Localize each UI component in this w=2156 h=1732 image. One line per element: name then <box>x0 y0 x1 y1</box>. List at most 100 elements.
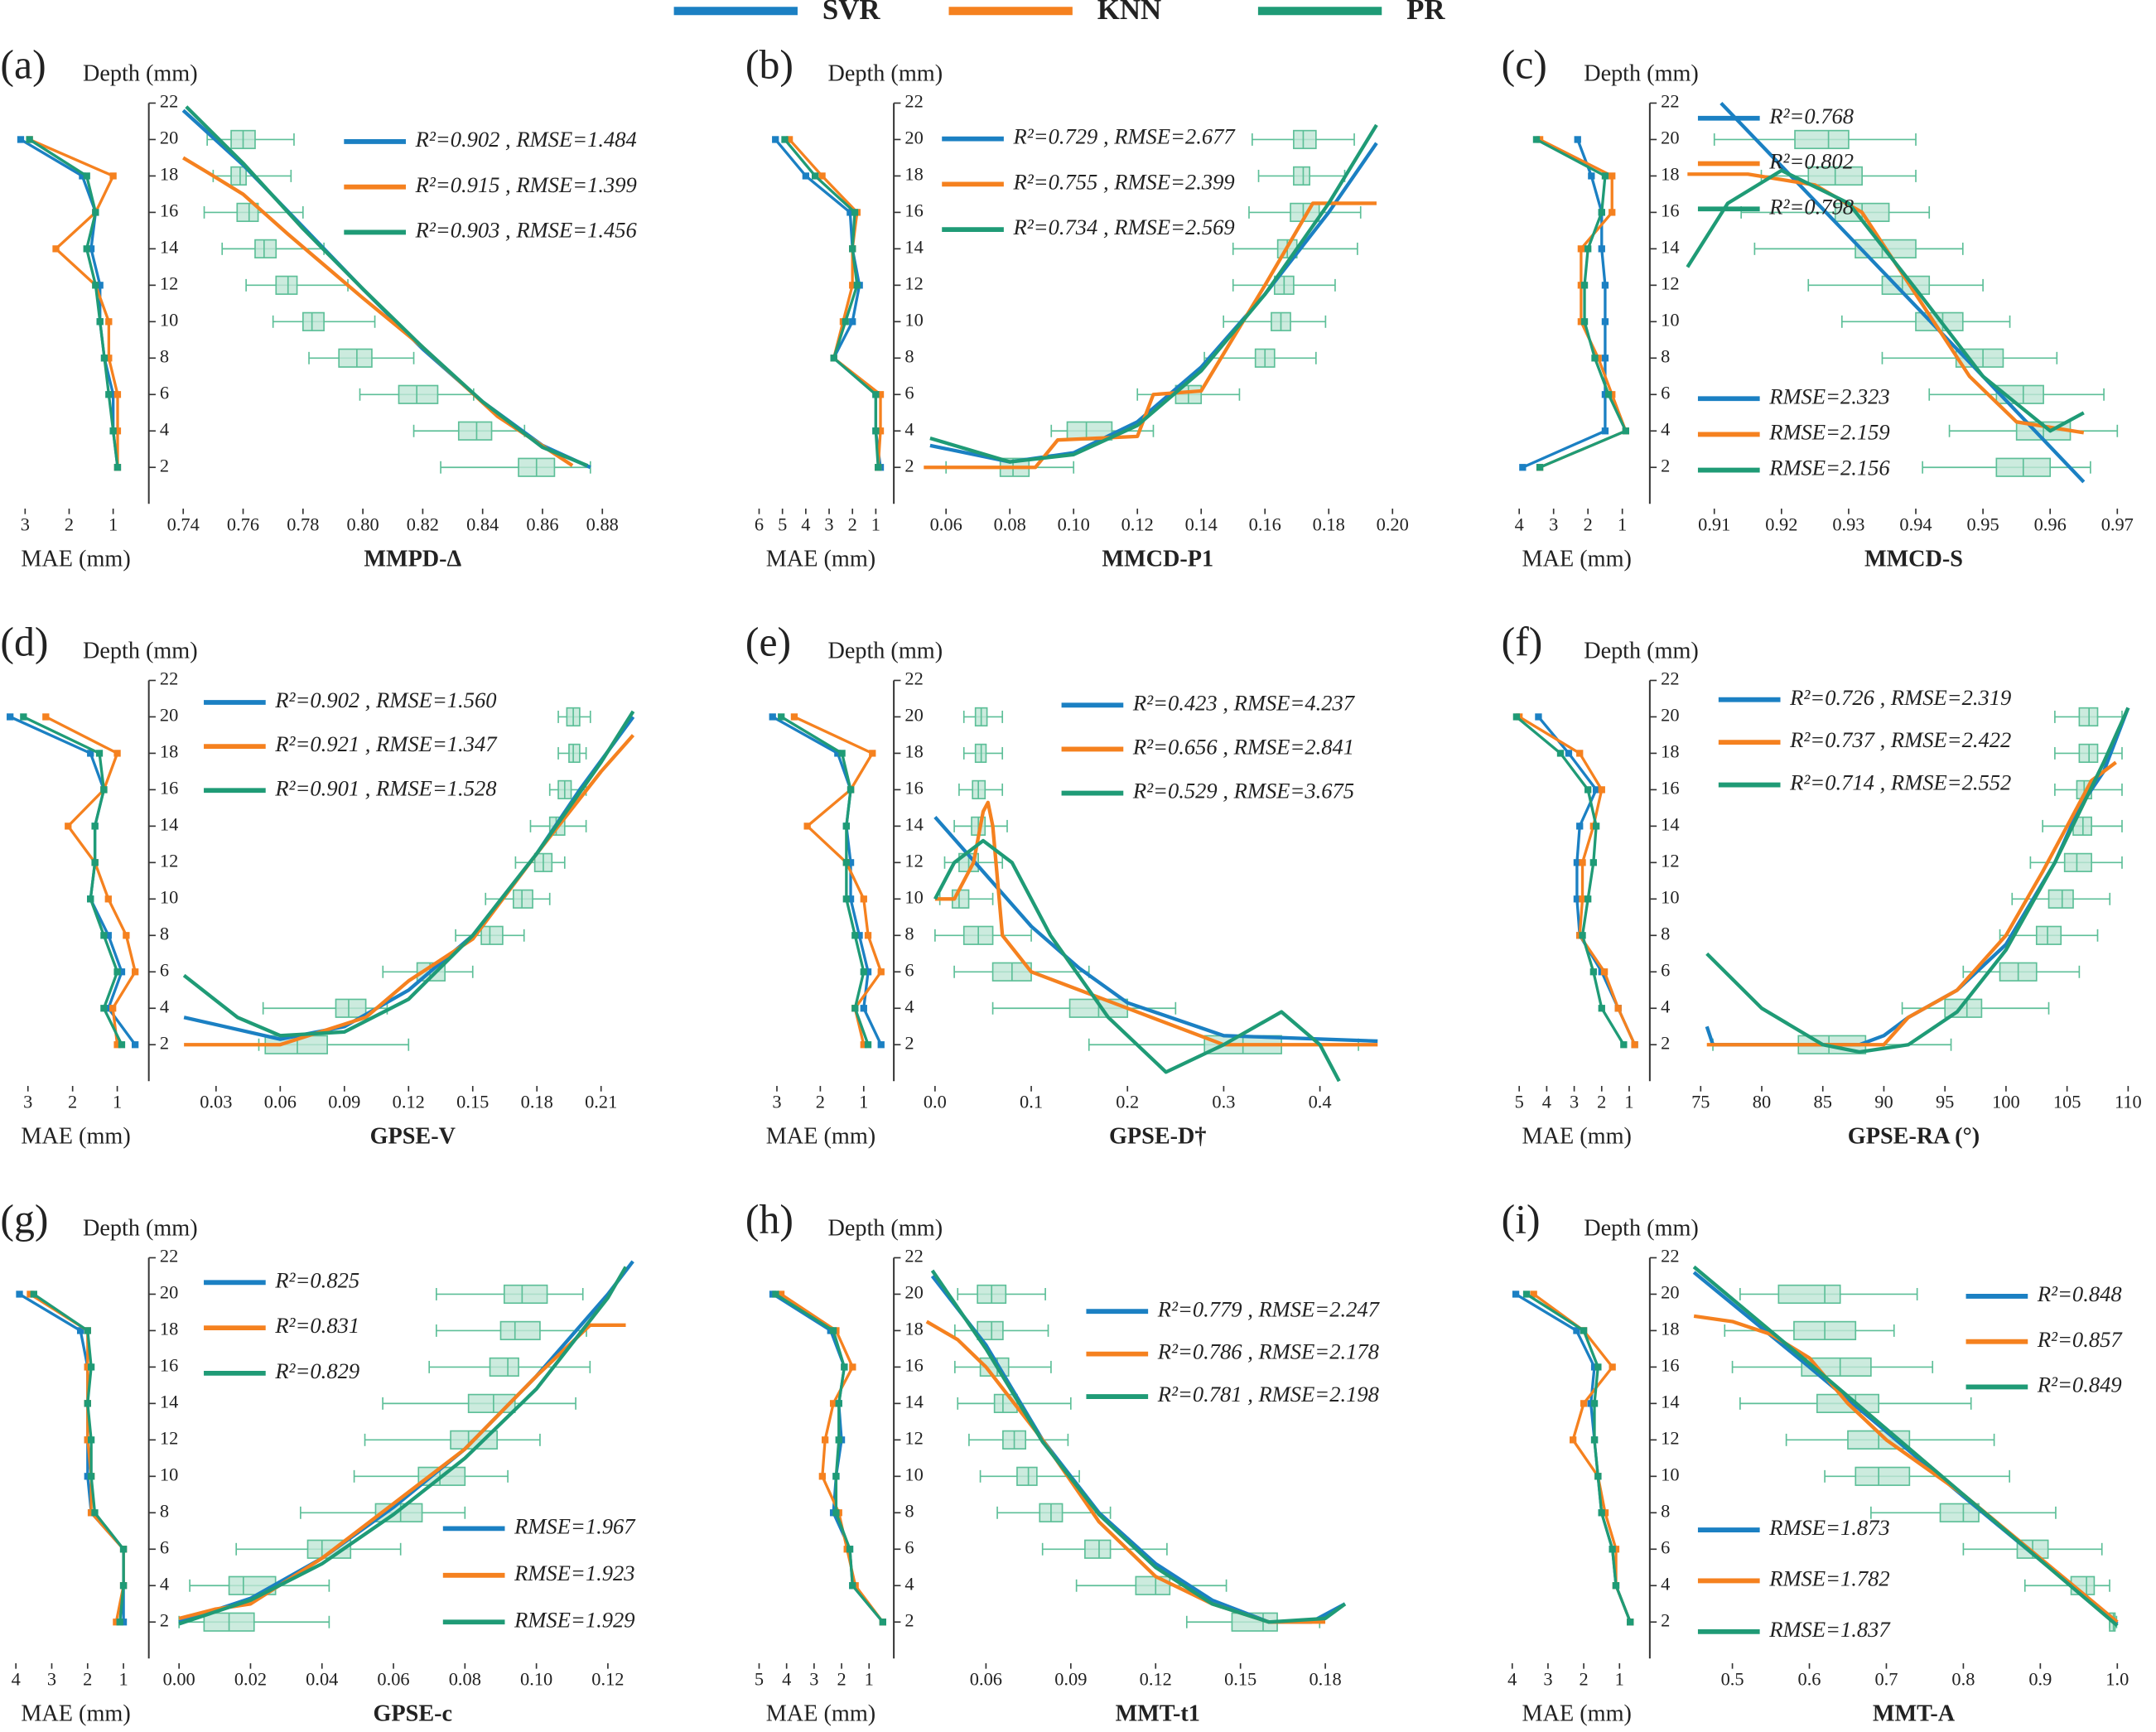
mae-line <box>1515 716 1625 1046</box>
box <box>398 384 439 404</box>
box <box>2035 925 2062 945</box>
mae-tick-label: 2 <box>816 1092 825 1112</box>
mae-tick-label: 3 <box>1549 514 1558 535</box>
mae-marker <box>1590 1400 1599 1407</box>
x-tick-label: 0.06 <box>264 1092 297 1112</box>
y-tick-label: 2 <box>904 455 914 475</box>
mae-marker <box>849 282 856 289</box>
annotation: R²=0.802 <box>1768 149 1854 174</box>
mae-marker <box>109 1005 117 1012</box>
mae-marker <box>876 391 885 398</box>
mae-marker <box>1592 786 1600 794</box>
annotation: RMSE=1.837 <box>1768 1617 1891 1642</box>
mae-tick-label: 3 <box>23 1092 32 1112</box>
mae-tick-label: 4 <box>1507 1669 1517 1690</box>
mae-marker <box>846 786 855 794</box>
mae-marker <box>1577 245 1585 253</box>
y-tick-label: 18 <box>1661 741 1679 762</box>
annotation: R²=0.755 , RMSE=2.399 <box>1013 169 1235 194</box>
panel-label: (e) <box>745 619 791 664</box>
y-tick-label: 18 <box>160 741 178 762</box>
x-axis-label: MMT-t1 <box>1116 1701 1200 1727</box>
mae-marker <box>1589 859 1597 866</box>
mae-marker <box>1584 786 1592 794</box>
y-tick-label: 22 <box>904 668 923 689</box>
mae-marker <box>872 427 880 435</box>
y-tick-label: 8 <box>904 1500 914 1521</box>
x-tick-label: 0.1 <box>1020 1092 1043 1112</box>
mae-marker <box>119 1619 128 1626</box>
mae-marker <box>1609 1363 1616 1371</box>
y-tick-label: 22 <box>160 1246 178 1266</box>
y-tick-label: 22 <box>904 91 923 112</box>
mae-marker <box>1574 136 1581 143</box>
x-tick-label: 0.08 <box>449 1669 481 1690</box>
x-axis-label: MMPD-Δ <box>364 547 461 572</box>
mae-marker <box>1590 1363 1599 1371</box>
annotation: R²=0.831 <box>274 1313 359 1338</box>
mae-marker <box>16 1291 23 1298</box>
mae-line <box>29 1293 125 1623</box>
mae-line <box>793 715 883 1045</box>
mae-marker <box>877 968 885 976</box>
box <box>503 1284 548 1305</box>
mae-marker <box>1601 391 1609 398</box>
x-tick-label: 0.21 <box>585 1092 617 1112</box>
mae-marker <box>119 1546 128 1553</box>
mae-marker <box>118 1041 126 1049</box>
annotation: R²=0.786 , RMSE=2.178 <box>1157 1339 1379 1364</box>
mae-marker <box>95 750 104 757</box>
mae-tick-label: 1 <box>865 1669 874 1690</box>
y-tick-label: 10 <box>904 1464 923 1484</box>
mae-marker <box>92 209 99 216</box>
mae-marker <box>832 1509 840 1517</box>
legend-label: KNN <box>1097 0 1161 26</box>
annotation: R²=0.779 , RMSE=2.247 <box>1157 1296 1381 1321</box>
panel: (b) Depth (mm)MAE (mm) MMCD-P1246810121416… <box>745 41 1409 572</box>
mae-marker <box>84 1436 91 1444</box>
mae-tick-label: 2 <box>68 1092 77 1112</box>
mae-marker <box>849 1582 856 1590</box>
mae-marker <box>849 318 856 326</box>
y-tick-label: 16 <box>1661 778 1679 798</box>
y-tick-label: 20 <box>904 128 923 148</box>
y-tick-label: 8 <box>1661 1500 1670 1521</box>
mae-marker <box>790 713 798 721</box>
mae-line <box>18 1293 125 1623</box>
depth-axis-label: Depth (mm) <box>83 61 198 87</box>
mae-line <box>1522 138 1607 469</box>
fit-curve <box>929 123 1378 464</box>
mae-axis-label: MAE (mm) <box>766 547 875 572</box>
mae-marker <box>842 859 850 866</box>
panel-label: (g) <box>0 1196 48 1242</box>
x-tick-label: 0.74 <box>167 514 200 535</box>
y-tick-label: 20 <box>1661 705 1679 726</box>
y-tick-label: 4 <box>904 996 914 1016</box>
x-tick-label: 75 <box>1691 1092 1710 1112</box>
mae-tick-label: 1 <box>1615 1669 1624 1690</box>
mae-marker <box>84 1473 91 1480</box>
x-axis-label: GPSE-V <box>370 1124 456 1150</box>
annotation: R²=0.901 , RMSE=1.528 <box>274 775 496 800</box>
mae-marker <box>1536 464 1544 471</box>
mae-marker <box>42 713 50 721</box>
x-tick-label: 0.84 <box>466 514 499 535</box>
x-tick-label: 0.95 <box>1967 514 1999 535</box>
box <box>2047 889 2074 909</box>
mae-line <box>788 138 882 468</box>
mae-marker <box>876 427 885 435</box>
y-tick-label: 14 <box>160 1392 178 1412</box>
legend-label: PR <box>1406 0 1445 26</box>
fit-curve <box>1692 1265 2119 1628</box>
y-tick-label: 20 <box>904 705 923 726</box>
mae-tick-label: 2 <box>837 1669 846 1690</box>
mae-tick-label: 4 <box>12 1669 21 1690</box>
fit-curve <box>183 716 635 1041</box>
mae-marker <box>1612 1582 1620 1590</box>
mae-marker <box>91 859 99 866</box>
x-tick-label: 0.96 <box>2034 514 2067 535</box>
mae-marker <box>1590 1436 1599 1444</box>
depth-axis-label: Depth (mm) <box>83 639 198 664</box>
mae-marker <box>875 464 882 471</box>
mae-marker <box>109 172 117 180</box>
